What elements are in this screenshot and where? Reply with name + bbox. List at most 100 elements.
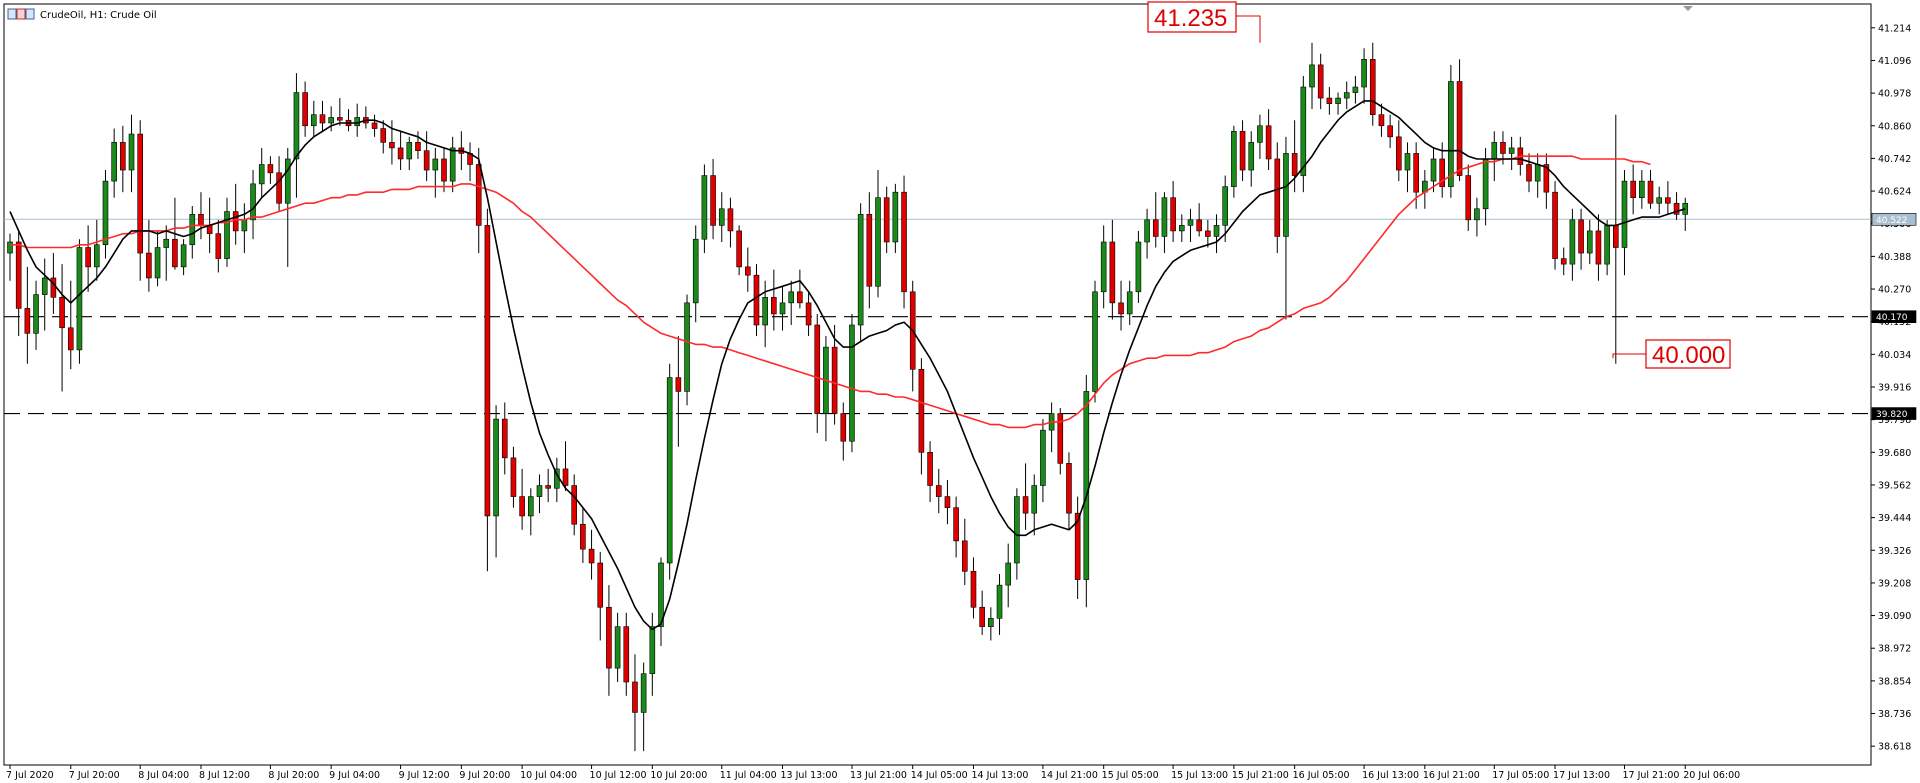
candle-bear (1552, 181, 1558, 270)
candle-body (1152, 219, 1159, 237)
candle-body (1005, 562, 1012, 586)
candle-body (666, 377, 673, 564)
x-tick-label: 14 Jul 05:00 (911, 770, 968, 781)
candle-bear (59, 264, 65, 392)
candle-body (701, 175, 708, 240)
scroll-marker-icon[interactable] (1683, 6, 1693, 11)
x-tick-label: 10 Jul 20:00 (650, 770, 707, 781)
candle-body (1569, 219, 1576, 265)
candle-body (1578, 219, 1584, 254)
candle-body (1439, 158, 1445, 187)
candle-bull (1309, 42, 1315, 110)
y-tick-label: 38.972 (1878, 644, 1911, 655)
candle-bear (397, 131, 404, 171)
candle-bear (337, 98, 343, 126)
slow-moving-average-line (10, 155, 1651, 429)
candle-body (988, 618, 994, 627)
candle-body (1231, 130, 1237, 187)
candle-body (441, 158, 447, 182)
candle-body (1100, 241, 1107, 293)
candle-bear (484, 208, 491, 572)
candle-bull (493, 405, 499, 558)
candle-bull (1005, 543, 1012, 608)
x-tick-label: 13 Jul 13:00 (781, 770, 838, 781)
candle-bear (744, 247, 751, 292)
candle-bull (1352, 75, 1359, 104)
candle-body (1126, 291, 1133, 315)
candle-bull (1508, 136, 1515, 171)
x-tick-label: 9 Jul 12:00 (399, 770, 450, 781)
y-tick-label: 39.326 (1878, 546, 1911, 557)
candle-bull (432, 147, 439, 198)
candle-bull (892, 183, 899, 254)
high-callout-text: 41.235 (1154, 5, 1227, 32)
candle-body (797, 291, 803, 304)
x-tick-label: 7 Jul 2020 (6, 770, 54, 781)
x-tick-label: 11 Jul 04:00 (720, 770, 777, 781)
y-tick-label: 38.854 (1878, 676, 1911, 687)
candle-bull (1031, 474, 1038, 536)
plot-frame (3, 3, 1872, 766)
candle-body (7, 241, 13, 254)
candle-body (1673, 202, 1680, 215)
candle-body (1066, 463, 1072, 514)
candle-body (406, 142, 413, 160)
candle-body (545, 485, 551, 489)
candle-bear (805, 291, 812, 337)
candle-bull (163, 225, 170, 281)
candle-bear (797, 269, 803, 309)
candle-bull (1404, 142, 1411, 193)
candle-bear (1369, 42, 1376, 126)
candle-body (640, 673, 647, 713)
chart-title: CrudeOil, H1: Crude Oil (40, 10, 157, 21)
candle-body (94, 244, 100, 268)
candle-body (232, 211, 239, 232)
candle-bull (1430, 147, 1437, 193)
candle-bull (1092, 280, 1098, 403)
candle-body (1257, 125, 1263, 143)
candle-body (1665, 197, 1671, 204)
candle-body (380, 128, 387, 143)
candle-body (1482, 158, 1489, 210)
candle-bear (146, 219, 152, 292)
low-callout-connector (1612, 353, 1646, 359)
candle-bull (180, 239, 187, 276)
candle-body (805, 302, 812, 326)
x-tick-label: 9 Jul 20:00 (459, 770, 510, 781)
candle-body (1361, 59, 1367, 88)
candle-body (1387, 125, 1393, 138)
candle-bull (7, 233, 13, 281)
candle-body (59, 297, 65, 329)
candle-body (1248, 142, 1255, 171)
candle-bull (310, 100, 317, 137)
candle-bear (961, 518, 968, 586)
candle-body (33, 294, 39, 334)
candle-bear (571, 474, 578, 536)
candle-bull (649, 612, 656, 696)
candle-body (1022, 496, 1029, 514)
candle-body (1656, 197, 1662, 204)
candle-body (1369, 59, 1376, 115)
current-price-badge: 40.522 (1871, 212, 1917, 226)
candle-bear (953, 496, 959, 558)
x-tick-label: 14 Jul 13:00 (971, 770, 1028, 781)
candle-bear (519, 468, 525, 530)
x-tick-label: 15 Jul 13:00 (1171, 770, 1228, 781)
candle-bull (224, 197, 230, 267)
candle-body (762, 297, 768, 326)
y-tick-label: 41.096 (1878, 56, 1911, 67)
candle-bull (849, 313, 855, 453)
candle-bull (640, 662, 647, 752)
candle-bull (666, 363, 673, 580)
candle-body (310, 114, 317, 127)
y-tick-label: 40.742 (1878, 154, 1911, 165)
candle-bear (970, 557, 977, 619)
candle-body (1326, 97, 1333, 104)
candle-body (76, 247, 83, 351)
x-tick-label: 17 Jul 21:00 (1622, 770, 1679, 781)
candle-body (779, 302, 786, 315)
candle-body (1239, 130, 1246, 171)
candle-body (1213, 225, 1220, 237)
candle-body (519, 496, 525, 517)
